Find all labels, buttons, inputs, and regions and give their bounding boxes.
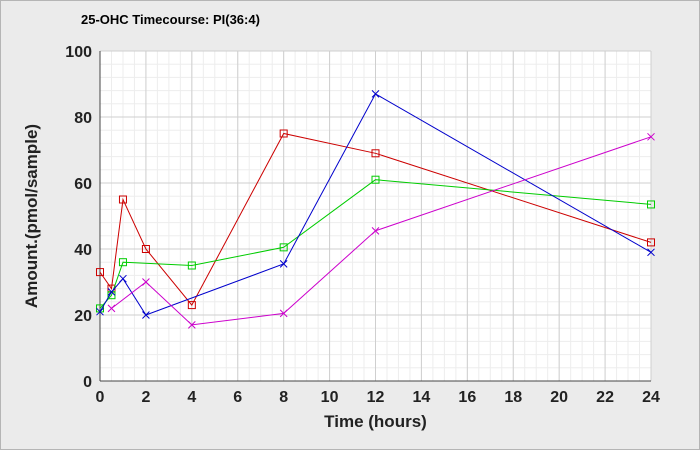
data-point-x <box>142 278 150 286</box>
x-axis-label: Time (hours) <box>324 412 427 431</box>
x-tick-label: 6 <box>233 389 242 406</box>
data-point-square <box>96 268 104 277</box>
data-point-square <box>118 258 127 267</box>
x-tick-label: 0 <box>96 389 105 406</box>
data-point-square <box>187 261 196 270</box>
data-point-x <box>187 321 196 329</box>
x-tick-label: 22 <box>596 389 614 406</box>
y-tick-label: 40 <box>74 242 92 259</box>
x-tick-labels: 0 2 4 6 8 10 12 14 16 18 20 22 24 <box>96 389 660 406</box>
data-point-x <box>279 309 288 318</box>
series-4 <box>107 132 655 329</box>
data-point-x <box>107 304 116 313</box>
data-point-x <box>107 288 116 296</box>
y-tick-label: 100 <box>65 44 92 61</box>
y-axis-label: Amount.(pmol/sample) <box>22 124 41 308</box>
data-point-square <box>279 243 288 252</box>
x-tick-label: 2 <box>141 389 150 406</box>
x-tick-label: 12 <box>367 389 385 406</box>
data-point-x <box>647 248 655 257</box>
x-tick-label: 4 <box>187 389 196 406</box>
x-tick-label: 24 <box>642 389 660 406</box>
data-point-x <box>371 226 380 235</box>
chart-title: 25-OHC Timecourse: PI(36:4) <box>81 12 260 27</box>
series-layer <box>96 90 655 329</box>
x-tick-label: 18 <box>504 389 522 406</box>
y-tick-label: 60 <box>74 176 92 193</box>
data-point-square <box>371 149 380 158</box>
data-point-x <box>647 132 655 141</box>
data-point-x <box>119 274 127 283</box>
series-3 <box>96 90 655 319</box>
x-tick-label: 8 <box>279 389 288 406</box>
x-tick-label: 20 <box>550 389 568 406</box>
data-point-x <box>96 307 104 316</box>
data-point-square <box>118 195 127 204</box>
x-tick-label: 10 <box>321 389 339 406</box>
data-point-square <box>647 238 655 247</box>
x-tick-label: 14 <box>413 389 431 406</box>
series-line <box>111 136 652 326</box>
data-point-square <box>279 129 288 138</box>
series-line <box>99 132 652 306</box>
data-point-square <box>647 200 655 209</box>
data-point-square <box>371 175 380 184</box>
data-point-x <box>371 90 380 98</box>
x-tick-label: 16 <box>458 389 476 406</box>
series-line <box>99 179 652 309</box>
y-tick-label: 20 <box>74 308 92 325</box>
data-point-square <box>187 301 196 310</box>
data-point-x <box>279 259 288 268</box>
y-tick-label: 0 <box>83 374 92 391</box>
data-point-square <box>141 245 150 253</box>
data-point-x <box>142 311 150 319</box>
y-tick-label: 80 <box>74 110 92 127</box>
axes <box>99 51 651 382</box>
y-tick-labels: 0 20 40 60 80 100 <box>65 44 92 391</box>
